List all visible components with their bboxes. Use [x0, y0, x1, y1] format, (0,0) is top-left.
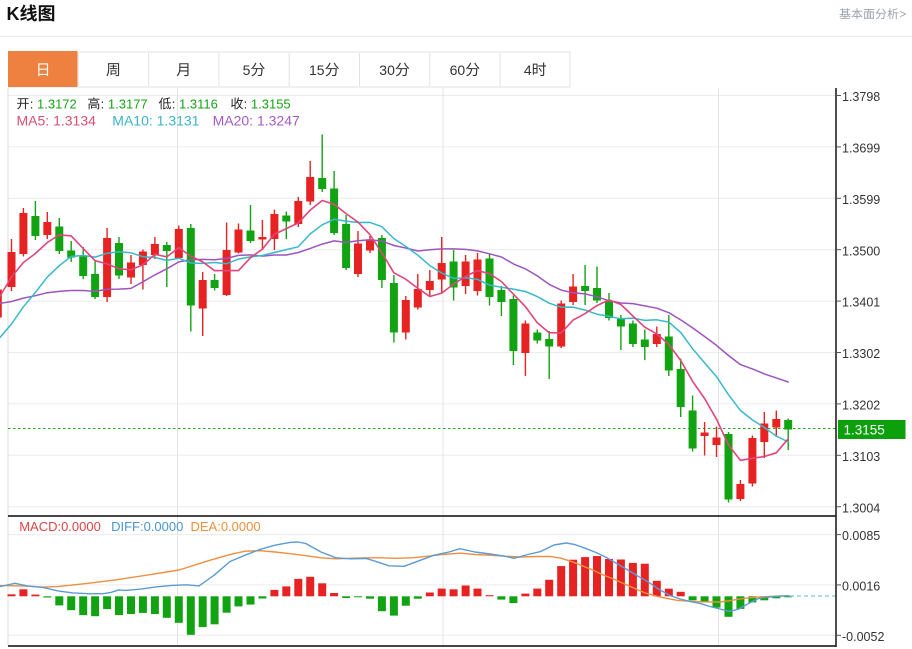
svg-text:1.3798: 1.3798: [842, 90, 880, 104]
svg-text::: :: [244, 96, 248, 111]
svg-text:MA10: 1.3131: MA10: 1.3131: [112, 113, 199, 129]
svg-text:K: K: [7, 4, 20, 24]
svg-text::: :: [101, 96, 105, 111]
svg-text:MA20: 1.3247: MA20: 1.3247: [213, 113, 300, 129]
svg-text:-0.0052: -0.0052: [842, 630, 884, 644]
svg-text:15: 15: [309, 62, 325, 78]
svg-text:1.3699: 1.3699: [842, 142, 880, 156]
svg-text:30: 30: [379, 62, 395, 78]
svg-text:1.3103: 1.3103: [842, 450, 880, 464]
svg-text:60: 60: [450, 62, 466, 78]
svg-text:1.3500: 1.3500: [842, 244, 880, 258]
svg-text:1.3004: 1.3004: [842, 501, 880, 515]
svg-text:MACD:0.0000: MACD:0.0000: [19, 519, 101, 534]
svg-text:1.3116: 1.3116: [179, 96, 218, 111]
svg-text:MA5: 1.3134: MA5: 1.3134: [17, 113, 97, 129]
svg-text:0.0085: 0.0085: [842, 529, 880, 543]
svg-text:4: 4: [524, 62, 532, 78]
svg-text:0.0016: 0.0016: [842, 580, 880, 594]
svg-text::: :: [172, 96, 176, 111]
svg-text:>: >: [900, 9, 907, 21]
svg-text:1.3401: 1.3401: [842, 296, 880, 310]
svg-text:DEA:0.0000: DEA:0.0000: [191, 519, 261, 534]
svg-text:1.3155: 1.3155: [844, 423, 885, 438]
svg-text:5: 5: [243, 62, 251, 78]
svg-text:DIFF:0.0000: DIFF:0.0000: [111, 519, 183, 534]
svg-text:1.3172: 1.3172: [37, 96, 77, 111]
svg-text:1.3302: 1.3302: [842, 347, 880, 361]
svg-text:1.3177: 1.3177: [108, 96, 148, 111]
svg-text:1.3155: 1.3155: [251, 96, 291, 111]
svg-text::: :: [30, 96, 34, 111]
svg-text:1.3202: 1.3202: [842, 399, 880, 413]
svg-text:1.3599: 1.3599: [842, 193, 880, 207]
